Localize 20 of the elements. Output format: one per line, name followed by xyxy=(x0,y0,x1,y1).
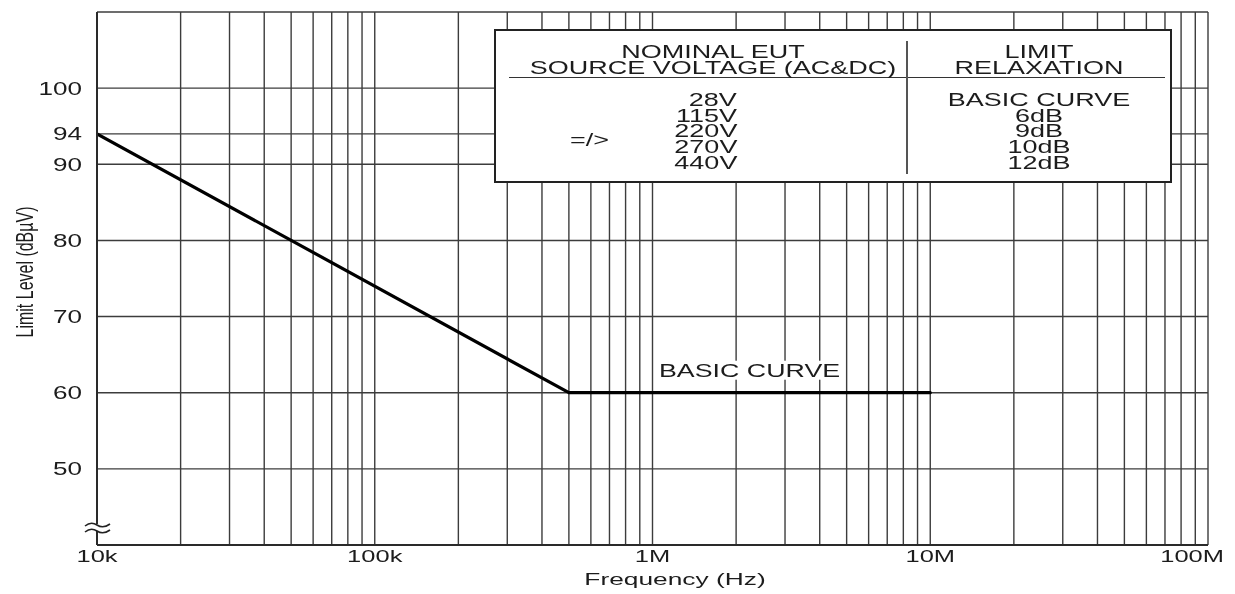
y-tick-label: 70 xyxy=(52,306,82,328)
y-tick-label: 100 xyxy=(38,78,82,99)
x-tick-label: 100M xyxy=(1160,545,1224,566)
y-tick-label: 50 xyxy=(52,459,82,480)
y-axis-title: Limit Level (dBµV) xyxy=(12,206,38,338)
y-tick-label: 94 xyxy=(52,124,82,145)
x-tick-label: 100k xyxy=(347,545,403,566)
annotation: NOMINAL EUT SOURCE VOLTAGE (AC&DC) xyxy=(529,40,897,78)
y-tick-label: 80 xyxy=(52,230,82,251)
x-tick-label: 10M xyxy=(905,545,956,566)
series-label: BASIC CURVE xyxy=(658,360,841,381)
y-tick-label: 60 xyxy=(52,383,82,404)
annotation: =/> xyxy=(569,128,609,150)
x-axis-title: Frequency (Hz) xyxy=(584,569,766,589)
x-tick-label: 1M xyxy=(634,545,671,566)
annotation: BASIC CURVE 6dB 9dB 10dB 12dB xyxy=(947,88,1131,173)
x-tick-label: 10k xyxy=(76,545,118,566)
annotation: LIMIT RELAXATION xyxy=(954,40,1124,78)
y-tick-label: 90 xyxy=(52,154,82,175)
annotation: 28V 115V 220V 270V 440V xyxy=(673,88,737,173)
